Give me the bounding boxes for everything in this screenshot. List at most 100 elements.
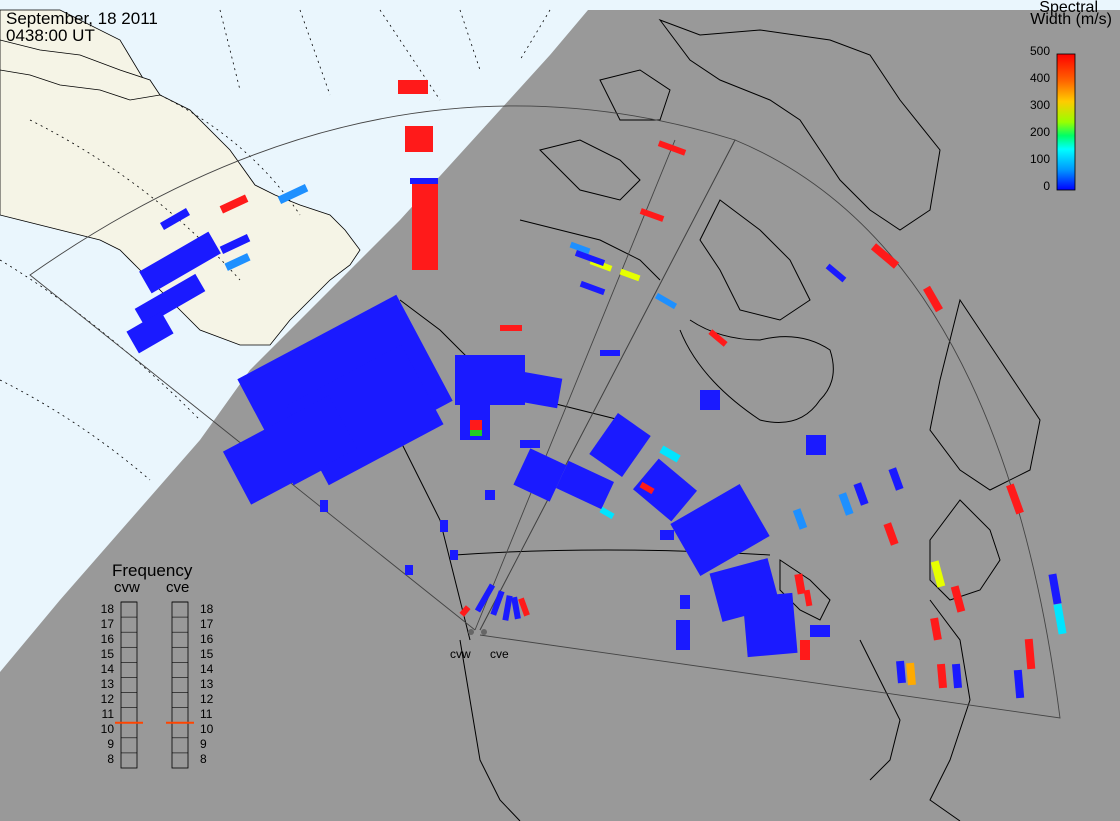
frequency-tick-right: 11 [200,707,213,722]
frequency-tick-left: 12 [100,692,114,707]
colorbar-tick: 100 [1029,152,1050,166]
backscatter-cell [930,560,946,588]
backscatter-cell [600,350,620,356]
frequency-tick-right: 8 [200,752,207,767]
backscatter-cell [513,448,567,502]
backscatter-cell [676,620,690,650]
backscatter-cell [660,530,674,540]
backscatter-cell [654,292,678,310]
backscatter-cell [806,435,826,455]
backscatter-cell [405,126,433,152]
radar-label-cve: cve [490,647,509,661]
frequency-tick-right: 9 [200,737,207,752]
backscatter-cell [470,420,482,430]
backscatter-cell [518,597,530,617]
backscatter-cell [639,481,655,495]
backscatter-cell [474,583,496,613]
backscatter-cell [320,500,328,512]
backscatter-cell [599,506,615,520]
backscatter-cell [853,482,869,506]
frequency-tick-left: 11 [101,707,114,722]
backscatter-cell [742,592,798,658]
fov-outlines [29,105,1061,719]
backscatter-cell [923,285,943,313]
backscatter-cell [792,508,808,530]
colorbar [1056,53,1076,191]
backscatter-patches [126,80,1067,699]
backscatter-cell [906,662,916,686]
backscatter-cell [160,208,190,230]
frequency-panel [115,601,194,769]
day-land-alaska [0,9,361,346]
frequency-tick-left: 18 [100,601,114,616]
backscatter-cell [951,663,963,689]
backscatter-cell [574,250,606,266]
frequency-tick-left: 13 [100,677,114,691]
frequency-tick-right: 16 [200,631,214,646]
backscatter-cell [950,585,966,613]
backscatter-cell [455,355,525,405]
backscatter-cell [794,573,806,595]
frequency-tick-left: 15 [100,646,114,661]
colorbar-tick: 500 [1029,44,1050,58]
frequency-tick-left: 16 [100,631,114,646]
radar-label-cvw: cvw [450,647,471,661]
backscatter-cell [412,180,438,270]
backscatter-cell [405,565,413,575]
backscatter-cell [277,184,309,204]
backscatter-cell [670,484,770,576]
backscatter-cell [632,458,698,522]
backscatter-cell [1048,573,1062,605]
frequency-tick-right: 18 [200,601,214,616]
colorbar-tick: 400 [1029,71,1050,85]
backscatter-cell [708,329,728,347]
backscatter-cell [470,430,482,436]
graticule [0,9,551,481]
backscatter-cell [930,617,942,641]
backscatter-cell [1006,483,1024,515]
colorbar-tick: 300 [1029,98,1050,112]
frequency-tick-left: 8 [107,752,114,767]
frequency-radar-cve: cve [166,579,190,596]
backscatter-cell [134,273,206,327]
backscatter-cell [659,445,681,463]
backscatter-cell [520,440,540,448]
backscatter-cell [589,413,651,477]
frequency-title: Frequency [112,561,193,580]
backscatter-cell [224,253,251,271]
backscatter-cell [838,492,854,516]
frequency-tick-left: 10 [100,722,114,737]
backscatter-cell [222,395,358,505]
backscatter-cell [556,460,614,510]
backscatter-cell [139,231,221,294]
backscatter-cell [883,522,899,546]
backscatter-cell [517,371,563,409]
frequency-tick-right: 13 [200,677,214,691]
backscatter-cell [936,663,948,689]
backscatter-cell [485,490,495,500]
frequency-tick-left: 17 [100,616,114,631]
backscatter-cell [1053,603,1067,635]
colorbar-tick: 0 [1043,179,1050,193]
backscatter-cell [888,467,904,491]
backscatter-cell [800,640,810,660]
backscatter-cell [500,325,522,331]
backscatter-cell [450,550,458,560]
backscatter-cell [639,208,665,222]
title-date: September, 18 2011 [6,9,158,28]
backscatter-cell [1024,638,1036,670]
backscatter-cell [810,625,830,637]
frequency-radar-cvw: cvw [114,579,140,596]
backscatter-cell [870,243,900,269]
backscatter-cell [680,595,690,609]
backscatter-cell [657,140,687,156]
backscatter-cell [619,268,641,282]
frequency-tick-left: 9 [107,737,114,752]
backscatter-cell [511,596,521,620]
frequency-tick-right: 15 [200,646,214,661]
colorbar-title-line1: Spectral [1039,0,1098,16]
backscatter-cell [896,660,906,684]
backscatter-cell [410,178,438,184]
colorbar-tick: 200 [1029,125,1050,139]
